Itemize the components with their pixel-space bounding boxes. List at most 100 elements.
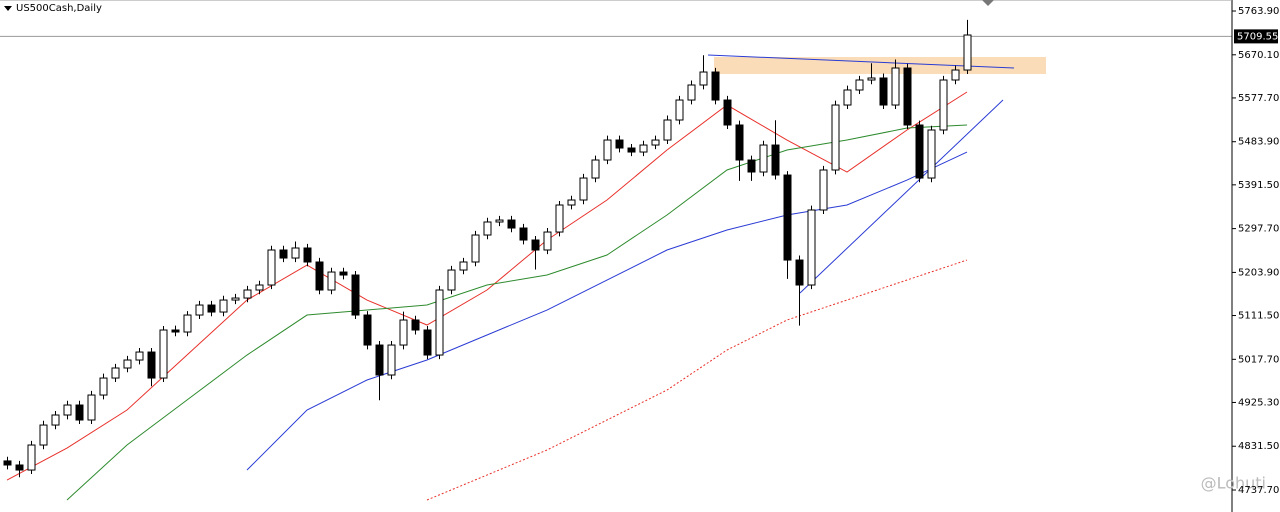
candle-body [687, 84, 696, 101]
candle-body [51, 414, 60, 426]
candle-body [963, 34, 972, 71]
candle-body [879, 77, 888, 106]
candle-body [339, 271, 348, 276]
candle-body [87, 394, 96, 421]
shift-marker [982, 0, 994, 6]
candle-body [243, 289, 252, 299]
candle-body [63, 404, 72, 416]
last-price-box [1234, 29, 1278, 44]
candle-body [315, 261, 324, 291]
trend-line [799, 99, 1004, 294]
candle-body [195, 304, 204, 316]
y-tick-label: 5111.50 [1238, 311, 1279, 322]
candle-body [819, 169, 828, 211]
candle-body [3, 460, 12, 466]
collapse-icon[interactable] [4, 6, 12, 11]
candle-body [459, 261, 468, 271]
candle-body [591, 159, 600, 179]
y-tick-label: 5391.50 [1238, 180, 1279, 191]
candle-body [351, 274, 360, 316]
candle-body [507, 219, 516, 229]
candle-body [747, 159, 756, 173]
candle-body [939, 79, 948, 131]
candle-body [495, 219, 504, 223]
candle-body [123, 359, 132, 369]
candle-body [903, 67, 912, 126]
moving-average [426, 259, 968, 501]
candle-body [111, 367, 120, 379]
candle-body [483, 221, 492, 236]
plot-area [0, 19, 1232, 501]
candle-body [531, 239, 540, 251]
candle-body [447, 269, 456, 291]
candle-body [663, 119, 672, 141]
candle-body [375, 344, 384, 376]
candle-body [615, 139, 624, 149]
candle-body [27, 444, 36, 471]
y-tick-label: 5483.90 [1238, 137, 1279, 148]
candle-body [75, 404, 84, 421]
candle-body [255, 284, 264, 291]
candle-body [363, 314, 372, 346]
candle-body [735, 124, 744, 161]
candle-body [267, 249, 276, 286]
candle-body [915, 124, 924, 179]
candle-body [807, 209, 816, 286]
candle-body [639, 144, 648, 153]
y-tick-label: 5577.70 [1238, 93, 1279, 104]
candle-body [219, 299, 228, 313]
candle-body [675, 99, 684, 121]
candle-body [39, 424, 48, 446]
candle-body [327, 271, 336, 291]
candle-body [567, 199, 576, 206]
candle-body [543, 231, 552, 251]
candle-body [147, 351, 156, 379]
candle-body [627, 147, 636, 153]
y-tick-label: 4925.30 [1238, 397, 1279, 408]
candle-body [831, 104, 840, 171]
candle-body [411, 319, 420, 331]
last-price-label: 5709.55 [1237, 31, 1278, 42]
candle-body [855, 79, 864, 91]
candle-body [471, 234, 480, 263]
candle-body [759, 144, 768, 173]
candle-body [15, 464, 24, 471]
candle-body [843, 89, 852, 106]
candle-body [423, 329, 432, 356]
moving-average [246, 151, 968, 471]
watermark: @Lohuti [1201, 474, 1266, 493]
candle-body [183, 314, 192, 333]
candle-body [207, 304, 216, 313]
candle-body [891, 67, 900, 106]
candle-body [399, 319, 408, 346]
candle-body [135, 351, 144, 361]
candle-body [783, 174, 792, 261]
resistance-zone [714, 57, 1046, 74]
y-tick-label: 5763.90 [1238, 6, 1279, 17]
candle-body [699, 71, 708, 86]
y-tick-label: 5017.70 [1238, 354, 1279, 365]
candle-body [171, 329, 180, 333]
candle-body [723, 99, 732, 126]
candle-body [159, 329, 168, 379]
candle-body [99, 377, 108, 396]
candle-body [555, 204, 564, 233]
chart-title: US500Cash,Daily [16, 3, 102, 14]
trend-line [707, 54, 1015, 69]
candle-body [711, 71, 720, 101]
candle-body [579, 177, 588, 201]
moving-average [66, 124, 968, 501]
y-tick-label: 5203.90 [1238, 267, 1279, 278]
y-tick-label: 5297.70 [1238, 224, 1279, 235]
candle-body [279, 249, 288, 259]
candle-body [435, 289, 444, 356]
candle-body [771, 144, 780, 176]
candle-body [387, 344, 396, 376]
candle-body [927, 129, 936, 179]
candle-body [303, 247, 312, 263]
y-tick-label: 4831.50 [1238, 441, 1279, 452]
candle-body [603, 139, 612, 161]
candle-body [519, 227, 528, 241]
